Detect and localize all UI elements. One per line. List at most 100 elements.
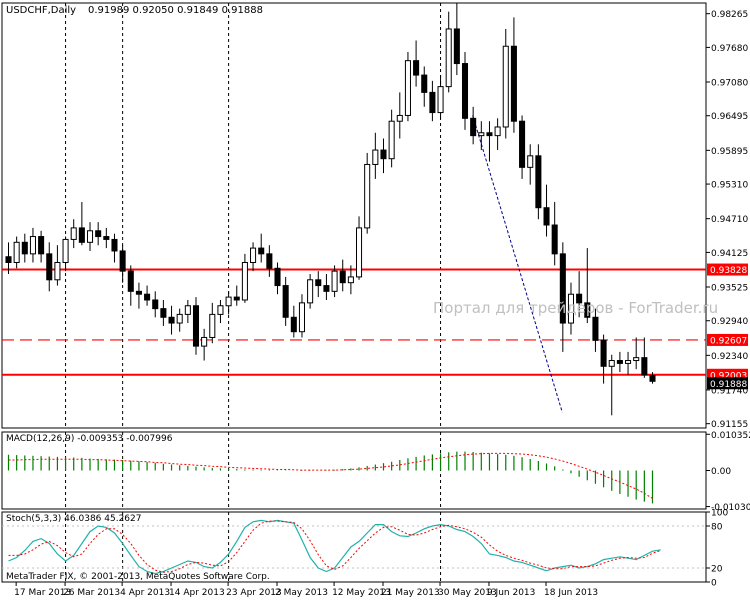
level-label-box [707,333,748,346]
candle-bull [70,227,77,240]
watermark: Портал для трейдеров - ForTrader.ru [433,299,718,317]
candle-bull [176,313,183,324]
candle-bear [429,91,436,114]
price-tick-label: 0.97080 [711,79,748,89]
candle-bear [486,132,493,137]
x-tick-label: 30 May 2013 [438,588,497,598]
candle-bull [331,270,338,292]
candle-bull [633,357,640,362]
candle-bull [209,313,216,338]
price-frame [1,2,707,429]
candle-bull [478,132,485,137]
price-tick-label: 0.92340 [711,352,748,362]
candle-bear [274,267,281,287]
candle-bear [510,45,517,122]
candle-bear [160,308,167,318]
candle-bull [347,276,354,284]
candle-bull [625,360,632,364]
candle-bull [608,360,615,367]
stoch-frame [1,511,707,583]
price-tick-label: 0.93525 [711,284,748,294]
candle-bear [95,230,102,238]
candle-bull [201,336,208,347]
candle-bull [184,305,191,315]
candle-bear [46,253,53,281]
copyright-text: MetaTrader FIX, © 2001-2013, MetaQuotes … [6,572,270,582]
candle-bull [404,60,411,116]
current-price-box [707,377,748,390]
candle-bear [192,305,200,347]
candle-bear [119,250,126,272]
candle-bull [502,45,509,128]
price-tick-label: 0.94710 [711,215,748,225]
candle-bear [453,28,460,65]
candle-bear [616,360,623,364]
candle-bear [38,236,45,255]
price-tick-label: 0.95310 [711,181,748,191]
macd-tick-label: 0.010352 [711,431,750,441]
candle-bear [258,247,265,255]
x-tick-label: 23 Apr 2013 [226,588,282,598]
macd-panel: 0.010352 0.00 -0.010302 [1,431,750,513]
price-tick-label: 0.92940 [711,317,748,327]
candle-bear [461,63,469,119]
candle-bear [649,375,656,382]
level-label: 0.93828 [710,266,747,276]
candle-bear [600,339,607,367]
candle-bear [551,224,558,255]
candle-bull [396,114,403,122]
candle-bear [282,285,289,318]
candle-bear [127,270,134,292]
x-tick-label: 14 Apr 2013 [169,588,225,598]
candle-bull [437,86,444,114]
candle-bear [266,253,273,269]
candle-bull [364,163,371,229]
level-label-box [707,263,748,276]
candle-bear [135,290,142,295]
candle-bear [519,120,526,168]
stoch-tick-label: 0 [711,579,717,589]
x-tick-label: 4 Apr 2013 [120,588,170,598]
stoch-panel: 100 80 20 0 [1,509,728,589]
price-tick-label: 0.98265 [711,10,748,20]
x-tick-label: 2 May 2013 [275,588,328,598]
candle-bear [103,236,110,240]
candle-bear [152,299,159,310]
candle-bear [413,60,420,76]
x-tick-label: 12 May 2013 [332,588,391,598]
candle-bull [567,293,575,324]
macd-title: MACD(12,26,9) -0.009353 -0.007996 [6,434,173,444]
candle-bull [250,247,257,263]
chart-title: USDCHF,Daily [6,5,76,16]
candle-bull [225,296,232,307]
candle-bear [323,285,330,292]
candle-bear [168,316,175,324]
x-tick-label: 9 Jun 2013 [487,588,535,598]
x-tick-label: 17 Mar 2013 [14,588,71,598]
candle-bull [445,28,452,88]
x-tick-label: 18 Jun 2013 [544,588,598,598]
candle-bear [584,302,591,318]
candle-bull [29,236,36,255]
candle-bear [290,316,297,333]
trend-line [472,115,563,413]
candle-bull [307,279,314,304]
candle-bear [78,227,85,243]
price-tick-label: 0.97680 [711,44,748,54]
candle-bear [543,207,550,226]
candle-bull [241,261,248,301]
candle-bear [641,357,648,376]
stoch-signal-line [8,520,661,573]
stoch-main-line [8,519,661,575]
candle-bear [315,279,322,287]
level-label: 0.92003 [710,371,747,381]
price-tick-label: 0.94125 [711,249,748,259]
candle-bull [13,241,20,263]
text-layer: USDCHF,Daily 0.91989 0.92050 0.91849 0.9… [6,5,718,582]
candle-bear [111,238,118,252]
candle-bull [356,227,363,278]
candle-bear [5,256,12,263]
x-tick-label: 21 May 2013 [381,588,440,598]
